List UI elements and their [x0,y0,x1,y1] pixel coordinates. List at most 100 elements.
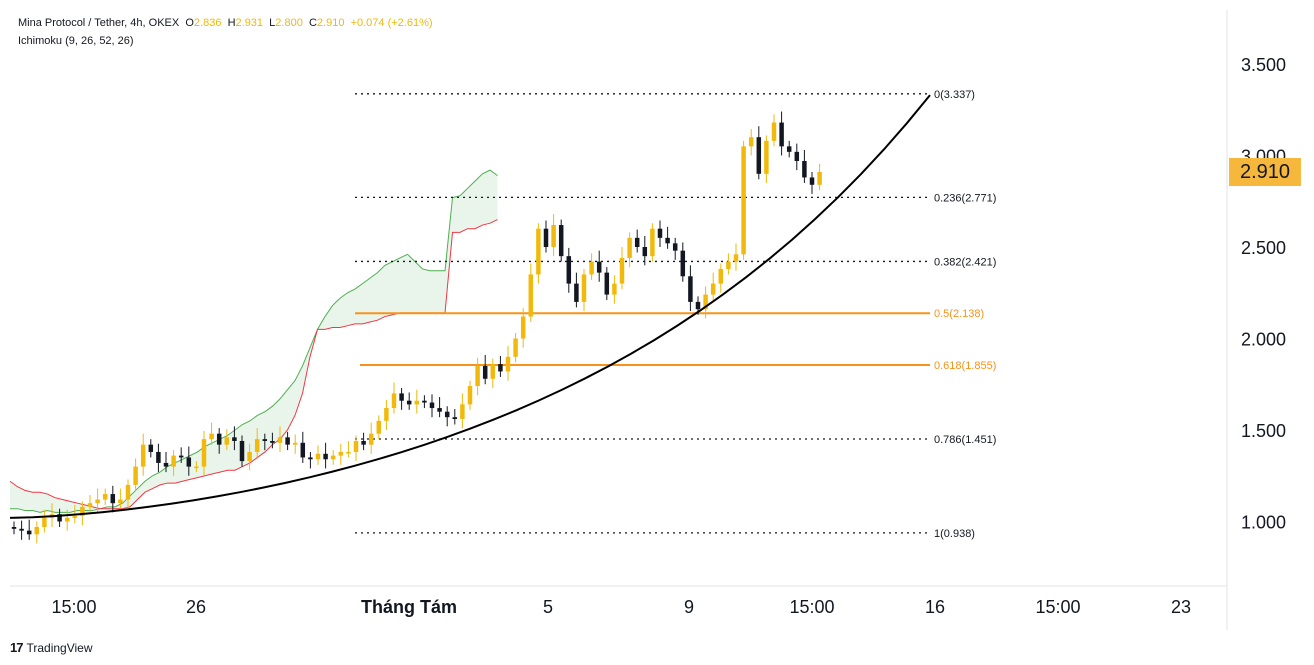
candle-body [429,402,435,409]
time-tick-label: 15:00 [51,597,96,617]
candle-body [817,171,822,185]
trend-curve [9,94,931,519]
candle-body [64,517,70,522]
candle-body [376,420,382,434]
candle-body [710,283,716,295]
fib-label: 0.382(2.421) [934,256,996,268]
candle-body [551,225,556,247]
candle-body [779,122,784,147]
candle-body [680,250,686,277]
fib-label: 0.618(1.855) [934,360,996,372]
candle-body [26,530,32,535]
candle-body [642,247,648,257]
fib-label: 1(0.938) [934,528,975,540]
candle-body [346,451,351,454]
candle-body [87,503,93,507]
time-tick-label: 5 [543,597,553,617]
change-value: +0.074 (+2.61%) [350,17,433,29]
candle-body [802,160,807,178]
candle-body [422,400,427,403]
candle-body [672,243,678,251]
close-label: C [308,17,317,29]
time-tick-label: Tháng Tám [361,597,457,617]
time-tick-label: 15:00 [1035,597,1080,617]
brand-name: TradingView [26,640,93,655]
candle-body [391,393,397,409]
leading-span-a [10,169,498,513]
candle-body [543,228,549,247]
candle-body [201,439,207,467]
indicator-label[interactable]: Ichimoku (9, 26, 52, 26) [18,35,134,47]
tradingview-logo-icon: 17 [10,640,24,655]
candle-body [118,499,123,504]
candle-body [566,256,572,284]
candle-body [194,466,199,469]
open-value: 2.836 [193,17,222,29]
candle-body [308,457,313,460]
candle-body [330,455,336,460]
candle-body [558,225,564,257]
low-label: L [269,17,276,29]
fib-retracement: 0(3.337) 0.236(2.771) 0.382(2.421) 0.5(2.13… [355,89,996,540]
candle-body [437,408,442,412]
candle-body [209,433,214,440]
candle-body [125,484,131,500]
exponential-curve [9,94,931,519]
candle-body [368,433,374,445]
candle-body [277,437,283,443]
candle-body [399,393,404,401]
candle-body [11,526,17,529]
candle-body [786,146,792,152]
candle-body [703,294,708,310]
candle-body [695,301,701,310]
high-label: H [227,17,236,29]
low-value: 2.800 [275,17,303,29]
candle-body [384,408,389,421]
tradingview-brand[interactable]: 17 TradingView [10,640,93,655]
symbol-header: Mina Protocol / Tether, 4h, OKEX O2.836 … [18,17,433,29]
candle-body [809,177,815,185]
candle-body [224,437,230,445]
candle-body [57,514,62,522]
price-tick-label: 1.000 [1241,513,1286,533]
candle-body [475,365,480,387]
candle-body [665,237,670,244]
candle-body [285,437,290,445]
fib-label: 0.786(1.451) [934,434,996,446]
candle-body [262,439,268,441]
candle-body [148,444,154,452]
candle-body [581,274,587,302]
candle-body [452,417,458,420]
candle-body [95,499,100,504]
close-value: 2.910 [316,17,345,29]
price-tick-label: 2.500 [1241,238,1286,258]
candle-body [574,283,579,302]
candle-body [171,455,176,467]
candles [11,111,822,544]
time-tick-label: 26 [186,597,206,617]
candle-body [156,451,161,463]
time-tick-label: 23 [1171,597,1191,617]
time-axis[interactable]: 15:00 26 Tháng Tám 5 9 15:00 16 15:00 23 [51,597,1191,617]
candle-body [133,466,138,485]
candle-body [19,528,24,531]
candle-body [34,526,40,535]
candle-body [528,274,534,317]
candle-body [254,439,260,452]
candle-body [536,228,541,275]
candle-body [292,442,298,445]
candle-body [247,451,252,462]
fib-label: 0.236(2.771) [934,192,996,204]
price-tick-label: 2.000 [1241,330,1286,350]
candle-body [498,364,503,372]
candle-body [102,494,108,500]
candle-body [353,440,359,452]
open-label: O [185,17,194,29]
candle-body [612,283,617,295]
candle-body [490,364,496,379]
candle-body [239,440,245,462]
candle-body [140,444,146,467]
candle-body [505,356,511,372]
high-value: 2.931 [235,17,264,29]
